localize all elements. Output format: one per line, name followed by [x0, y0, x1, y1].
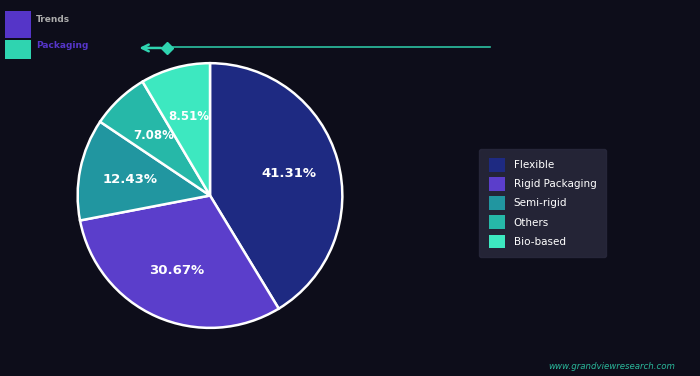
Text: Packaging: Packaging: [36, 41, 89, 50]
Text: 8.51%: 8.51%: [168, 110, 209, 123]
FancyBboxPatch shape: [6, 40, 31, 59]
Text: 7.08%: 7.08%: [133, 129, 174, 143]
FancyBboxPatch shape: [6, 11, 31, 38]
Wedge shape: [100, 82, 210, 196]
Text: 30.67%: 30.67%: [149, 264, 204, 277]
Text: 41.31%: 41.31%: [262, 167, 316, 180]
Wedge shape: [143, 63, 210, 196]
Text: www.grandviewresearch.com: www.grandviewresearch.com: [549, 362, 676, 371]
Wedge shape: [210, 63, 342, 309]
Wedge shape: [80, 196, 279, 328]
Wedge shape: [78, 122, 210, 220]
Text: Trends: Trends: [36, 15, 71, 24]
Text: 12.43%: 12.43%: [102, 173, 157, 186]
Legend: Flexible, Rigid Packaging, Semi-rigid, Others, Bio-based: Flexible, Rigid Packaging, Semi-rigid, O…: [480, 149, 606, 257]
